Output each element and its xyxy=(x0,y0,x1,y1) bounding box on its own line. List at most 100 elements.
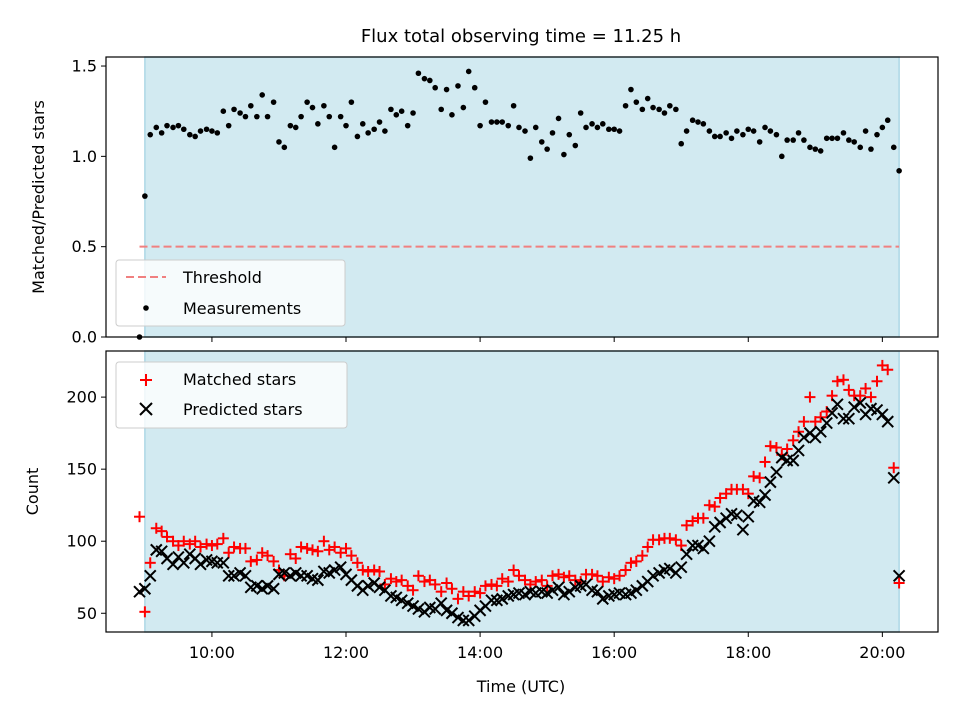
matched-star-point xyxy=(642,541,654,553)
measurement-point xyxy=(315,121,321,127)
measurement-point xyxy=(522,128,528,134)
measurement-point xyxy=(415,70,422,77)
measurement-point xyxy=(460,104,467,111)
x-tick-label: 14:00 xyxy=(457,643,503,662)
predicted-marker-b xyxy=(842,412,856,425)
top-y-axis: 0.0 0.5 1.0 1.5 xyxy=(72,57,106,347)
measurement-point xyxy=(359,121,366,127)
bottom-x-axis: 10:00 12:00 14:00 16:00 18:00 20:00 xyxy=(189,632,905,662)
matched-star-point xyxy=(156,525,168,537)
measurement-point xyxy=(834,135,841,142)
matched-star-point xyxy=(888,462,900,474)
predicted-marker-b xyxy=(172,550,185,564)
measurement-point xyxy=(309,104,316,111)
matched-star-point xyxy=(508,564,520,576)
legend-predicted-label: Predicted stars xyxy=(183,400,303,419)
measurement-point xyxy=(298,113,304,120)
measurement-point xyxy=(354,133,361,140)
predicted-marker-b xyxy=(155,545,168,558)
measurement-point xyxy=(711,133,718,140)
x-tick-label: 16:00 xyxy=(591,643,637,662)
predicted-stars-points xyxy=(133,396,906,627)
predicted-marker-b xyxy=(646,569,660,583)
measurement-point xyxy=(734,128,740,134)
measurement-point xyxy=(432,84,438,91)
predicted-star-point xyxy=(764,475,777,489)
measurement-point xyxy=(795,130,802,136)
matched-star-point xyxy=(435,586,447,598)
matched-star-point xyxy=(189,535,201,547)
measurement-point xyxy=(879,124,886,131)
measurement-point xyxy=(209,128,215,134)
measurement-point xyxy=(667,102,673,109)
matched-star-point xyxy=(893,577,905,589)
measurement-point xyxy=(248,102,254,109)
predicted-marker-b xyxy=(591,585,604,598)
measurement-point xyxy=(499,119,506,125)
matched-star-point xyxy=(837,374,849,386)
x-tick-label: 12:00 xyxy=(323,643,369,662)
measurement-point xyxy=(762,124,768,131)
predicted-marker-b xyxy=(742,510,755,523)
predicted-marker-b xyxy=(177,556,190,570)
predicted-marker-b xyxy=(334,560,347,574)
predicted-star-point xyxy=(847,400,861,414)
matched-star-point xyxy=(502,576,514,588)
predicted-marker-b xyxy=(462,614,475,627)
predicted-marker-b xyxy=(345,573,358,587)
predicted-star-point xyxy=(311,573,325,587)
predicted-star-point xyxy=(166,558,180,571)
measurement-point xyxy=(801,137,807,143)
predicted-star-point xyxy=(814,425,827,438)
matched-star-point xyxy=(681,519,693,531)
predicted-star-point xyxy=(563,585,576,598)
matched-star-point xyxy=(558,571,570,583)
predicted-marker-b xyxy=(496,592,509,606)
predicted-marker-b xyxy=(864,402,878,415)
predicted-marker-b xyxy=(764,475,777,489)
measurement-point xyxy=(846,137,852,143)
predicted-marker-b xyxy=(328,563,341,577)
predicted-star-point xyxy=(361,579,375,593)
matched-star-point xyxy=(614,570,626,582)
measurement-point xyxy=(723,130,729,136)
predicted-star-point xyxy=(630,584,643,597)
predicted-marker-b xyxy=(758,488,772,502)
predicted-star-point xyxy=(713,516,727,529)
measurement-point xyxy=(773,131,780,138)
matched-star-point xyxy=(547,570,559,582)
predicted-star-point xyxy=(786,454,800,467)
predicted-marker-b xyxy=(278,566,291,580)
predicted-marker-b xyxy=(847,400,861,414)
predicted-star-point xyxy=(742,510,755,523)
predicted-marker-b xyxy=(194,558,207,571)
measurement-point xyxy=(421,75,428,82)
measurement-point xyxy=(656,106,662,113)
matched-star-point xyxy=(368,564,380,576)
matched-star-point xyxy=(396,574,408,586)
predicted-marker-b xyxy=(451,611,465,624)
predicted-star-point xyxy=(239,569,252,583)
predicted-marker-b xyxy=(585,584,599,597)
predicted-marker-b xyxy=(300,569,314,583)
measurement-point xyxy=(778,153,785,160)
predicted-star-point xyxy=(412,602,425,616)
matched-star-point xyxy=(217,532,229,544)
predicted-star-point xyxy=(820,416,833,430)
measurement-point xyxy=(254,113,260,120)
matched-star-point xyxy=(871,375,883,387)
predicted-star-point xyxy=(177,556,190,570)
predicted-marker-b xyxy=(445,607,459,620)
measurement-point xyxy=(606,126,612,133)
measurement-point xyxy=(410,110,416,116)
matched-star-point xyxy=(804,391,816,403)
predicted-marker-b xyxy=(579,578,593,591)
top-y-axis-label: Matched/Predicted stars xyxy=(29,100,48,294)
matched-star-point xyxy=(357,564,369,576)
bottom-legend-box xyxy=(115,361,348,429)
measurement-point xyxy=(790,137,796,143)
matched-star-point xyxy=(479,580,491,592)
matched-star-point xyxy=(815,411,827,423)
matched-star-point xyxy=(452,593,464,605)
